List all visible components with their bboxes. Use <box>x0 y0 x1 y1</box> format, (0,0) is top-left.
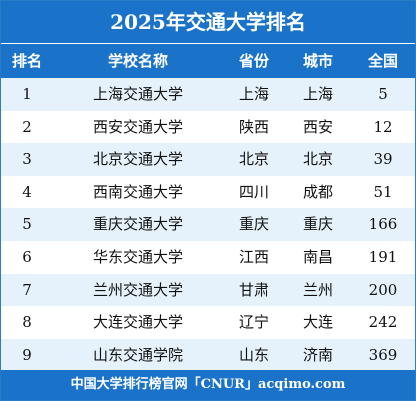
table-row: 3 北京交通大学 北京 北京 39 <box>1 143 415 176</box>
cell-school: 重庆交通大学 <box>92 215 183 234</box>
cell-national: 5 <box>378 85 388 103</box>
cell-school: 西安交通大学 <box>92 117 183 136</box>
header-province: 省份 <box>238 52 269 70</box>
cell-rank: 4 <box>22 182 32 201</box>
cell-national: 12 <box>373 117 393 136</box>
cell-rank: 3 <box>22 150 32 169</box>
table-row: 9 山东交通学院 山东 济南 369 <box>1 338 415 372</box>
cell-province: 辽宁 <box>238 313 269 332</box>
cell-national: 191 <box>368 247 398 266</box>
table-title: 2025年交通大学排名 <box>1 1 415 44</box>
cell-school: 西南交通大学 <box>92 182 183 201</box>
cell-school: 上海交通大学 <box>92 85 183 103</box>
cell-national: 242 <box>368 313 398 332</box>
cell-school: 兰州交通大学 <box>92 280 183 299</box>
cell-national: 166 <box>368 215 398 234</box>
cell-province: 江西 <box>238 247 269 266</box>
cell-city: 西安 <box>302 117 333 136</box>
cell-rank: 7 <box>22 280 32 299</box>
cell-rank: 1 <box>22 85 32 103</box>
cell-rank: 8 <box>22 313 32 332</box>
table-row: 7 兰州交通大学 甘肃 兰州 200 <box>1 273 415 307</box>
cell-province: 山东 <box>238 345 269 364</box>
cell-province: 陕西 <box>238 117 269 136</box>
cell-rank: 9 <box>22 345 32 364</box>
cell-rank: 2 <box>22 117 32 136</box>
header-school: 学校名称 <box>107 52 168 70</box>
table-row: 2 西安交通大学 陕西 西安 12 <box>1 110 415 144</box>
cell-school: 华东交通大学 <box>92 247 183 266</box>
cell-school: 大连交通大学 <box>92 313 183 332</box>
cell-city: 兰州 <box>302 280 333 299</box>
cell-city: 大连 <box>302 313 333 332</box>
cell-city: 重庆 <box>302 215 333 234</box>
table-row: 5 重庆交通大学 重庆 重庆 166 <box>1 208 415 241</box>
header-rank: 排名 <box>11 52 42 70</box>
header-city: 城市 <box>302 52 333 70</box>
cell-city: 成都 <box>302 182 333 201</box>
table-header: 排名 学校名称 省份 城市 全国 <box>1 44 415 78</box>
table-row: 1 上海交通大学 上海 上海 5 <box>1 78 415 111</box>
cell-national: 51 <box>373 182 393 201</box>
cell-city: 上海 <box>302 85 333 103</box>
cell-province: 甘肃 <box>238 280 269 299</box>
cell-province: 上海 <box>238 85 269 103</box>
table-row: 8 大连交通大学 辽宁 大连 242 <box>1 306 415 339</box>
header-national: 全国 <box>367 52 398 70</box>
cell-national: 369 <box>368 345 398 364</box>
cell-rank: 6 <box>22 247 32 266</box>
cell-school: 北京交通大学 <box>92 150 183 169</box>
cell-school: 山东交通学院 <box>92 345 183 364</box>
cell-rank: 5 <box>22 215 32 234</box>
table-row: 4 西南交通大学 四川 成都 51 <box>1 175 415 209</box>
cell-province: 重庆 <box>238 215 269 234</box>
cell-national: 200 <box>368 280 398 299</box>
cell-province: 四川 <box>238 182 269 201</box>
footer-credit: 中国大学排行榜官网「CNUR」acqimo.com <box>1 370 415 400</box>
table-row: 6 华东交通大学 江西 南昌 191 <box>1 240 415 274</box>
cell-city: 北京 <box>302 150 333 169</box>
cell-province: 北京 <box>238 150 269 169</box>
cell-city: 济南 <box>302 345 333 364</box>
cell-city: 南昌 <box>302 247 333 266</box>
cell-national: 39 <box>373 150 393 169</box>
